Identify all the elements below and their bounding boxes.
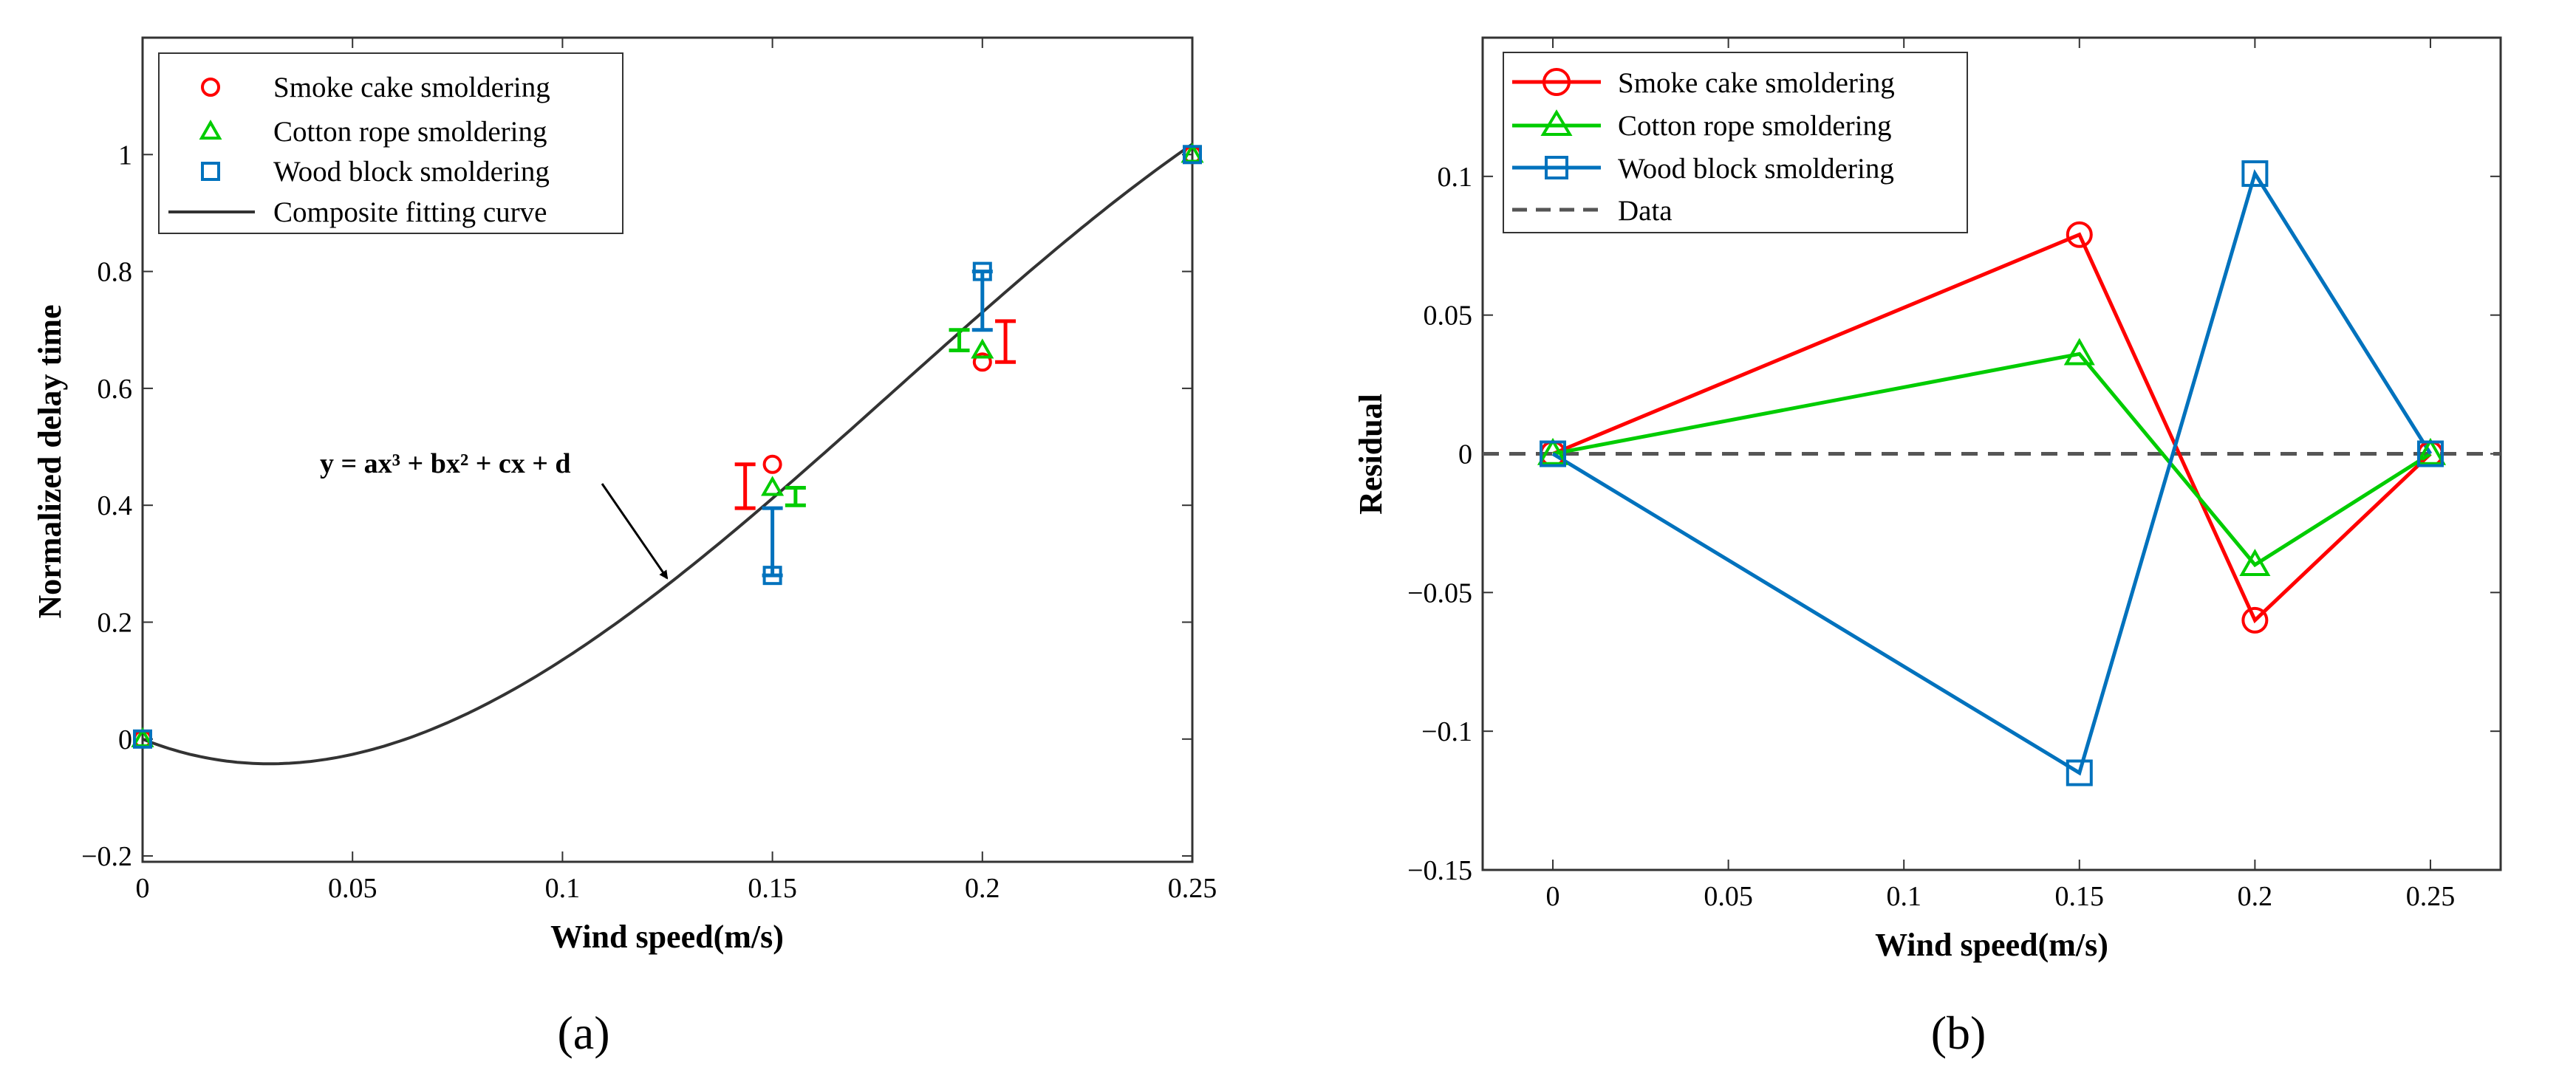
chart-a: 0 0.05 0.1 0.15 0.2 0.25−0.200.20.40.60.81 y … [32, 36, 1217, 1059]
legend-b-smoke-marker [1542, 68, 1571, 96]
legend-b-data-label: Data [1618, 195, 1673, 227]
y-tick-label: −0.1 [1421, 716, 1472, 747]
smoke-cake-smoldering-point [762, 454, 782, 474]
chart-a-xlabel: Wind speed(m/s) [550, 919, 784, 955]
x-tick-label: 0.25 [2406, 881, 2456, 912]
y-tick-label: 0.6 [98, 374, 133, 405]
y-tick-label: −0.2 [81, 841, 132, 872]
legend-b-cotton-label: Cotton rope smoldering [1618, 110, 1891, 142]
chart-b-legend: Smoke cake smoldering Cotton rope smolde… [1503, 52, 1968, 233]
x-tick-label: 0.05 [328, 873, 377, 904]
chart-a-caption: (a) [557, 1007, 609, 1059]
cotton-rope-smoldering-point [2063, 337, 2095, 366]
legend-b-wood-label: Wood block smoldering [1618, 153, 1894, 185]
y-tick-label: 1 [118, 140, 132, 171]
y-tick-label: −0.05 [1407, 577, 1472, 609]
chart-a-equation: y = ax³ + bx² + cx + d [320, 448, 571, 479]
chart-b-ticks: 0 0.05 0.1 0.15 0.2 0.25 −0.15 −0.1 −0.05 0 0.05 0.… [1407, 38, 2501, 912]
legend-a-wood-marker [201, 162, 220, 181]
wood-block-smoldering-point [972, 261, 992, 281]
chart-b-ylabel: Residual [1353, 394, 1389, 515]
smoke-cake-smoldering-point [2066, 221, 2093, 248]
wood-block-smoldering-point [2241, 160, 2269, 188]
y-tick-label: 0 [1458, 439, 1472, 470]
y-tick-label: 0.1 [1438, 162, 1473, 193]
wood-block-smoldering-point [2066, 759, 2093, 786]
x-tick-label: 0.05 [1704, 881, 1753, 912]
legend-a-cotton-label: Cotton rope smoldering [273, 116, 547, 148]
wood-block-smoldering-point [1183, 145, 1202, 165]
x-tick-label: 0.2 [2238, 881, 2273, 912]
y-tick-label: 0.8 [98, 257, 133, 288]
x-tick-label: 0.2 [965, 873, 1000, 904]
cotton-rope-smoldering-line [1552, 352, 2432, 568]
legend-b-smoke-label: Smoke cake smoldering [1618, 67, 1895, 99]
cotton-rope-smoldering-point [2239, 549, 2271, 576]
cotton-rope-smoldering-point [1537, 437, 1569, 465]
y-tick-label: 0 [118, 724, 132, 755]
legend-b-cotton-marker [1540, 109, 1573, 136]
chart-b: 0 0.05 0.1 0.15 0.2 0.25 −0.15 −0.1 −0.05 0 0.05 0.… [1353, 36, 2502, 1059]
x-tick-label: 0.15 [2055, 881, 2105, 912]
fitting-curve [142, 143, 1194, 766]
y-tick-label: −0.15 [1407, 855, 1472, 886]
legend-a-smoke-marker [201, 78, 220, 97]
chart-a-legend: Smoke cake smoldering Cotton rope smolde… [158, 52, 623, 234]
legend-a-wood-label: Wood block smoldering [273, 156, 550, 188]
legend-b-wood-marker [1545, 156, 1568, 179]
wood-block-smoldering-point [1540, 440, 1567, 467]
chart-a-marks [131, 143, 1204, 766]
y-tick-label: 0.2 [98, 607, 133, 638]
chart-b-marks [1483, 160, 2501, 786]
smoke-cake-smoldering-line [1552, 232, 2432, 624]
wood-block-smoldering-point [762, 566, 782, 586]
wood-block-smoldering-point [2416, 440, 2444, 467]
x-tick-label: 0 [1546, 881, 1560, 912]
legend-a-smoke-label: Smoke cake smoldering [273, 72, 550, 103]
y-tick-label: 0.4 [98, 490, 133, 521]
legend-a-cotton-marker [199, 119, 222, 140]
smoke-cake-smoldering-point [972, 352, 992, 372]
cotton-rope-smoldering-point [761, 476, 785, 496]
cotton-rope-smoldering-point [971, 338, 994, 359]
chart-b-xlabel: Wind speed(m/s) [1875, 927, 2108, 963]
x-tick-label: 0.15 [748, 873, 797, 904]
wood-block-smoldering-line [1551, 169, 2433, 776]
x-tick-label: 0.25 [1168, 873, 1217, 904]
cotton-rope-smoldering-point [2414, 437, 2447, 465]
wood-block-smoldering-point [133, 729, 152, 749]
x-tick-label: 0 [136, 873, 150, 904]
smoke-cake-smoldering-point [2241, 606, 2269, 634]
chart-b-caption: (b) [1931, 1007, 1986, 1059]
chart-a-legend-box [158, 52, 623, 234]
x-tick-label: 0.1 [1886, 881, 1921, 912]
chart-a-ticks: 0 0.05 0.1 0.15 0.2 0.25−0.200.20.40.60.81 [81, 38, 1217, 904]
x-tick-label: 0.1 [545, 873, 581, 904]
y-tick-label: 0.05 [1424, 301, 1473, 332]
chart-a-ylabel: Normalized delay time [32, 304, 68, 618]
chart-a-annotation-arrow [601, 483, 669, 580]
legend-a-curve-label: Composite fitting curve [273, 196, 547, 228]
